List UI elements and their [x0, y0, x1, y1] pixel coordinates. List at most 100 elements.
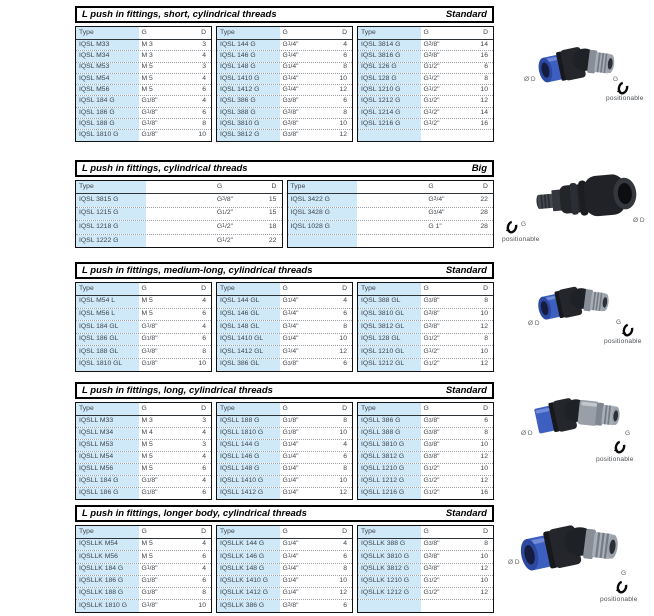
cell-type: IQSL 3422 G — [287, 194, 358, 207]
table-row: IQSL 146 G G 1/4" 6 — [217, 50, 352, 62]
cell-thread: G 1/4" — [282, 335, 299, 343]
cell-type: IQSLLK 3812 G — [358, 563, 422, 575]
cell-diameter: 8 — [343, 322, 347, 330]
cell-type: IQSL 3812 G — [217, 130, 281, 141]
table-row: IQSLL 144 G G 1/4" 4 — [217, 439, 352, 451]
col-g: G — [141, 28, 147, 36]
cell-diameter — [462, 130, 493, 140]
col-type: Type — [358, 27, 422, 39]
cell-type: IQSLL 184 G — [76, 476, 140, 487]
table-row: IQSLL 188 G G 1/8" 8 — [217, 416, 352, 427]
cell-thread: G 3/8" — [423, 564, 440, 572]
cell-type: IQSLLK 1412 G — [217, 588, 281, 600]
cell-diameter: 10 — [198, 601, 206, 609]
fittings-table: Type G D IQSLL M33 M 3 3 IQSLL M34 M 4 4… — [75, 402, 212, 500]
col-g: G — [141, 284, 147, 292]
fittings-table: Type G D IQSL 3422 G G 3/4" 22 IQSL 3428… — [286, 180, 494, 249]
cell-type: IQSL 144 G — [217, 40, 281, 51]
cell-type: IQSLLK 148 G — [217, 563, 281, 575]
cell-thread: G 3/8" — [423, 540, 440, 548]
cell-diameter: 6 — [343, 360, 347, 368]
cell-thread: G 3/8" — [216, 195, 234, 203]
table-row: IQSLLK 3812 G G 3/8" 12 — [358, 562, 493, 575]
table-row: IQSLLK 188 G G 1/8" 8 — [76, 587, 211, 600]
table-row: IQSLL 1810 G G 1/8" 10 — [217, 427, 352, 439]
table-row: IQSL 1222 G G 1/2" 22 — [76, 233, 282, 248]
cell-type: IQSLL 1410 G — [217, 476, 281, 487]
positionable-label: positionable — [604, 338, 642, 345]
cell-diameter: 10 — [480, 347, 488, 355]
cell-type: IQSL 3810 G — [217, 119, 281, 130]
cell-thread: G 3/8" — [423, 441, 440, 449]
table-row: IQSL 3812 GL G 3/8" 12 — [358, 320, 493, 333]
cell-diameter: 8 — [484, 74, 488, 82]
cell-thread: G 1/2" — [423, 489, 440, 497]
cell-diameter: 8 — [484, 540, 488, 548]
col-type: Type — [217, 526, 281, 538]
table-row: IQSL 1028 G G 1" 28 — [287, 220, 493, 234]
cell-diameter: 8 — [484, 297, 488, 305]
col-type: Type — [76, 526, 140, 538]
table-row: IQSLLK M54 M 5 4 — [76, 539, 211, 551]
fittings-table: Type G D IQSL 3815 G G 3/8" 15 IQSL 1215… — [75, 180, 283, 249]
table-row: IQSLLK 184 G G 1/8" 4 — [76, 562, 211, 575]
col-type: Type — [358, 403, 422, 415]
cell-diameter: 8 — [484, 429, 488, 437]
product-photo-long: Ø D G positionable — [500, 388, 654, 470]
table-row: IQSL 3816 G G 3/8" 16 — [358, 50, 493, 62]
cell-type: IQSL 1210 GL — [358, 346, 422, 358]
table-row: IQSL 3810 G G 3/8" 10 — [217, 118, 352, 130]
table-row: IQSLLK 1210 G G 1/2" 10 — [358, 574, 493, 588]
cell-type: IQSLLK 1210 G — [358, 575, 422, 588]
table-row: IQSL 3814 G G 3/8" 14 — [358, 40, 493, 51]
cell-diameter: 4 — [202, 453, 206, 461]
cell-diameter — [454, 235, 493, 248]
cell-thread: G 1/4" — [282, 40, 299, 48]
section-medium-long: L push in fittings, medium-long, cylindr… — [75, 262, 494, 372]
col-g: G — [216, 182, 223, 190]
cell-thread: G 3/8" — [423, 52, 440, 60]
col-g: G — [423, 284, 429, 292]
cell-diameter: 12 — [480, 564, 488, 572]
rotation-icon — [616, 81, 630, 95]
cell-type: IQSL 144 GL — [217, 296, 281, 308]
cell-type: IQSL M53 — [76, 62, 140, 73]
cell-type — [358, 130, 422, 141]
tables-row: Type G D IQSL M33 M 3 3 IQSL M34 M 3 4 I… — [75, 26, 494, 142]
cell-type: IQSLL M53 — [76, 440, 140, 451]
fitting-illustration — [515, 516, 625, 578]
cell-thread: G 1/2" — [423, 589, 440, 597]
cell-diameter: 10 — [339, 335, 347, 343]
cell-diameter — [462, 600, 493, 611]
cell-thread: G 1/2" — [216, 236, 234, 244]
table-row: IQSL 1218 G G 1/2" 18 — [76, 220, 282, 234]
cell-type: IQSLL 148 G — [217, 464, 281, 475]
cell-thread: G 1/2" — [423, 119, 440, 127]
cell-diameter: 4 — [202, 97, 206, 105]
table-row: IQSL 3812 G G 3/8" 12 — [217, 129, 352, 141]
table-row: IQSLL 1216 G G 1/2" 16 — [358, 487, 493, 499]
positionable-label: positionable — [596, 456, 634, 463]
table-row: IQSLLK 1410 G G 1/4" 10 — [217, 574, 352, 588]
cell-diameter: 6 — [343, 52, 347, 60]
cell-diameter: 12 — [480, 97, 488, 105]
cell-thread: G 1/4" — [282, 453, 299, 461]
cell-thread: G 1/2" — [423, 465, 440, 473]
cell-thread: G 1/8" — [141, 347, 158, 355]
cell-diameter: 8 — [484, 335, 488, 343]
cell-diameter: 22 — [268, 236, 277, 244]
cell-type — [358, 600, 422, 612]
section-longer-body: L push in fittings, longer body, cylindr… — [75, 505, 494, 613]
table-header-row: Type G D — [76, 283, 211, 296]
cell-type: IQSLL M33 — [76, 416, 140, 427]
thread-label: G — [621, 570, 627, 577]
col-g: G — [423, 28, 429, 36]
cell-diameter: 10 — [339, 577, 347, 585]
cell-thread: M 5 — [141, 540, 153, 548]
cell-type: IQSLLK 146 G — [217, 551, 281, 563]
col-d: D — [201, 284, 206, 292]
cell-type: IQSL M54 — [76, 73, 140, 85]
table-row: IQSL 148 GL G 1/4" 8 — [217, 320, 352, 333]
table-row: IQSLL 184 G G 1/8" 4 — [76, 475, 211, 487]
